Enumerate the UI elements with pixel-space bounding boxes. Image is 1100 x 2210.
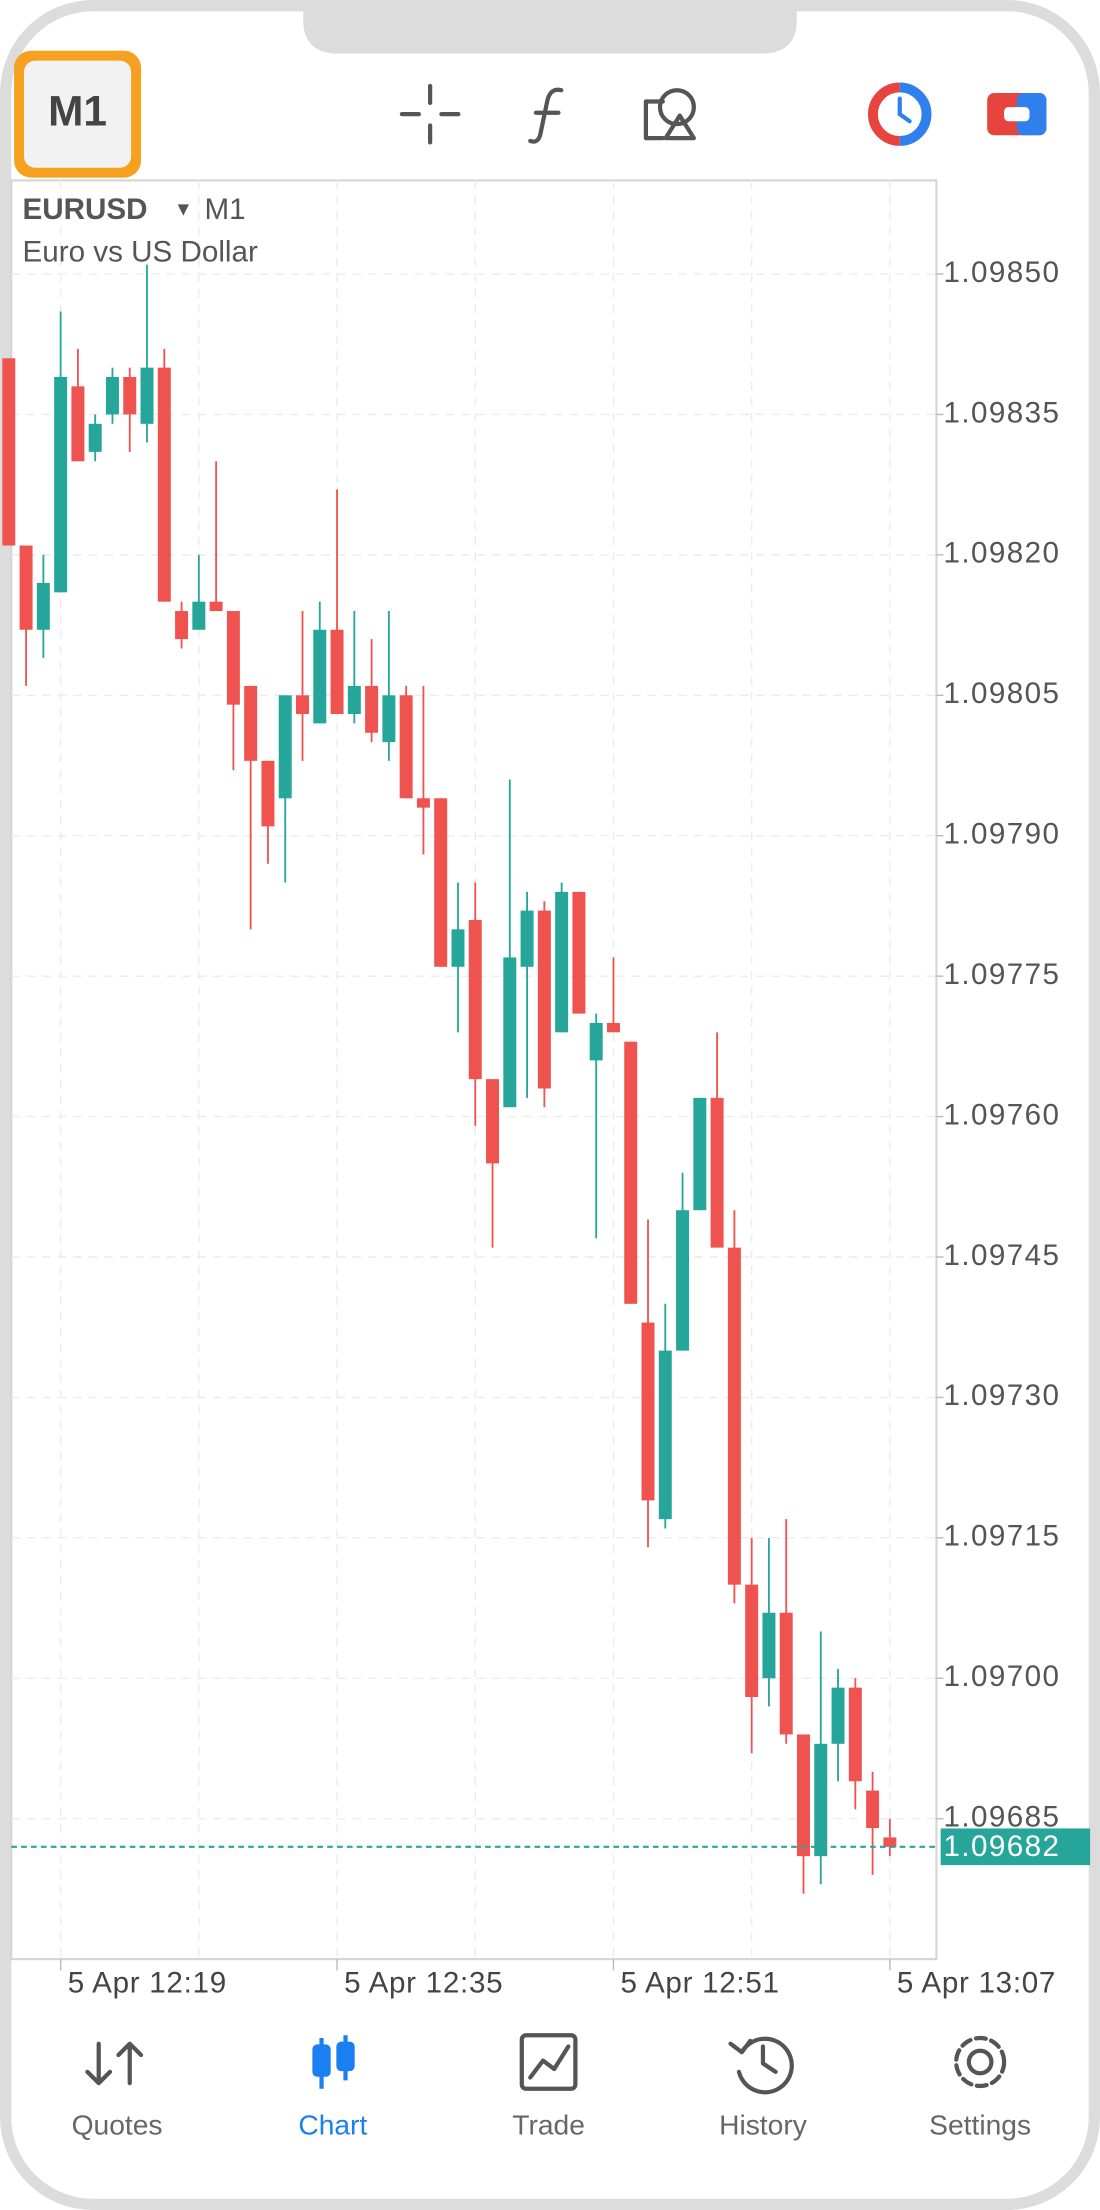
candle-body xyxy=(54,377,68,593)
candle-body xyxy=(848,1687,862,1782)
candle-body xyxy=(762,1612,776,1679)
axes: 1.09850 1.09835 1.09820 1.09805 1.09790 1.097… xyxy=(11,256,1091,1999)
candle-body xyxy=(676,1210,690,1351)
tab-settings[interactable]: Settings xyxy=(929,2035,1031,2140)
last-price-label: 1.09682 xyxy=(943,1830,1060,1863)
candle-body xyxy=(641,1322,655,1501)
timeframe-button[interactable]: M1 xyxy=(14,50,142,178)
y-tick-label: 1.09805 xyxy=(943,677,1060,710)
candle-body xyxy=(296,695,309,715)
candle-body xyxy=(226,611,240,705)
candle-body xyxy=(416,798,430,808)
symbol-dropdown xyxy=(177,204,189,216)
candle-body xyxy=(537,910,551,1089)
candle-body xyxy=(88,423,102,452)
candle-body xyxy=(520,910,534,967)
period: M1 xyxy=(204,193,245,226)
candle-body xyxy=(572,891,586,1014)
candle-body xyxy=(399,695,413,799)
candle-body xyxy=(209,601,223,612)
candle-body xyxy=(797,1734,810,1857)
tab-history[interactable]: History xyxy=(719,2036,808,2141)
tab-label: Quotes xyxy=(72,2108,163,2140)
candle-body xyxy=(589,1022,603,1061)
y-tick-label: 1.09790 xyxy=(943,818,1060,851)
candle-body xyxy=(261,760,275,827)
candle-body xyxy=(347,685,361,715)
symbol-description: Euro vs US Dollar xyxy=(23,236,258,269)
candle-body xyxy=(19,545,33,630)
y-tick-label: 1.09745 xyxy=(943,1239,1060,1272)
candle-body xyxy=(624,1041,638,1304)
candle-body xyxy=(36,582,50,630)
candle-body xyxy=(192,601,206,630)
y-tick-label: 1.09820 xyxy=(943,537,1060,570)
candle-body xyxy=(365,685,379,733)
tab-quotes[interactable]: Quotes xyxy=(72,2041,163,2141)
x-tick-label: 5 Apr 12:35 xyxy=(344,1966,503,1999)
candle-body xyxy=(330,629,344,715)
candle-body xyxy=(883,1837,897,1847)
candle-body xyxy=(727,1247,741,1585)
y-tick-label: 1.09685 xyxy=(943,1801,1060,1834)
candle-body xyxy=(175,611,189,640)
x-tick-label: 5 Apr 12:19 xyxy=(68,1966,227,1999)
candle-body xyxy=(486,1079,500,1164)
indicators-button[interactable] xyxy=(528,87,564,144)
tab-label: Chart xyxy=(298,2108,367,2140)
timeframe-label: M1 xyxy=(48,87,107,134)
last-price-box xyxy=(940,1828,1091,1866)
candle-body xyxy=(244,685,258,761)
candle-body xyxy=(606,1022,620,1033)
candle-body xyxy=(434,798,448,967)
candle-body xyxy=(105,377,119,415)
one-click-trading-button[interactable] xyxy=(868,82,932,146)
y-tick-label: 1.09835 xyxy=(943,396,1060,429)
candle-body xyxy=(451,929,465,967)
candle-body xyxy=(382,695,396,743)
candle-body xyxy=(745,1584,759,1697)
y-tick-label: 1.09760 xyxy=(943,1098,1060,1131)
candle-body xyxy=(71,386,85,462)
y-tick-label: 1.09700 xyxy=(943,1660,1060,1693)
trade-button[interactable] xyxy=(987,93,1047,136)
candle-body xyxy=(555,891,569,1033)
candle-body xyxy=(468,919,482,1080)
candle-body xyxy=(278,695,292,799)
candle-body xyxy=(313,629,327,724)
candle-body xyxy=(140,367,154,424)
objects-button[interactable] xyxy=(643,88,696,141)
y-tick-label: 1.09730 xyxy=(943,1379,1060,1412)
tab-label: History xyxy=(719,2108,808,2140)
candle-body xyxy=(157,367,171,602)
candle-body xyxy=(831,1687,845,1744)
x-tick-label: 5 Apr 13:07 xyxy=(897,1966,1056,1999)
tab-trade[interactable]: Trade xyxy=(512,2033,585,2140)
candles xyxy=(2,264,897,1894)
candle-body xyxy=(123,377,137,415)
tab-chart[interactable]: Chart xyxy=(298,2035,367,2140)
notch xyxy=(303,0,797,54)
candle-body xyxy=(866,1790,880,1829)
candle-body xyxy=(779,1612,793,1735)
candle-body xyxy=(2,358,16,546)
symbol: EURUSD xyxy=(23,193,148,226)
y-tick-label: 1.09775 xyxy=(943,958,1060,991)
candle-body xyxy=(814,1743,828,1857)
tab-label: Settings xyxy=(929,2108,1031,2140)
tab-label: Trade xyxy=(512,2108,585,2140)
candle-body xyxy=(693,1097,707,1211)
y-tick-label: 1.09850 xyxy=(943,256,1060,289)
chart-frame xyxy=(10,179,938,1961)
candle-body xyxy=(658,1350,672,1520)
candle-body xyxy=(503,957,517,1108)
x-tick-label: 5 Apr 12:51 xyxy=(621,1966,780,1999)
candle-body xyxy=(710,1097,724,1248)
crosshair-button[interactable] xyxy=(399,83,461,145)
y-tick-label: 1.09715 xyxy=(943,1520,1060,1553)
